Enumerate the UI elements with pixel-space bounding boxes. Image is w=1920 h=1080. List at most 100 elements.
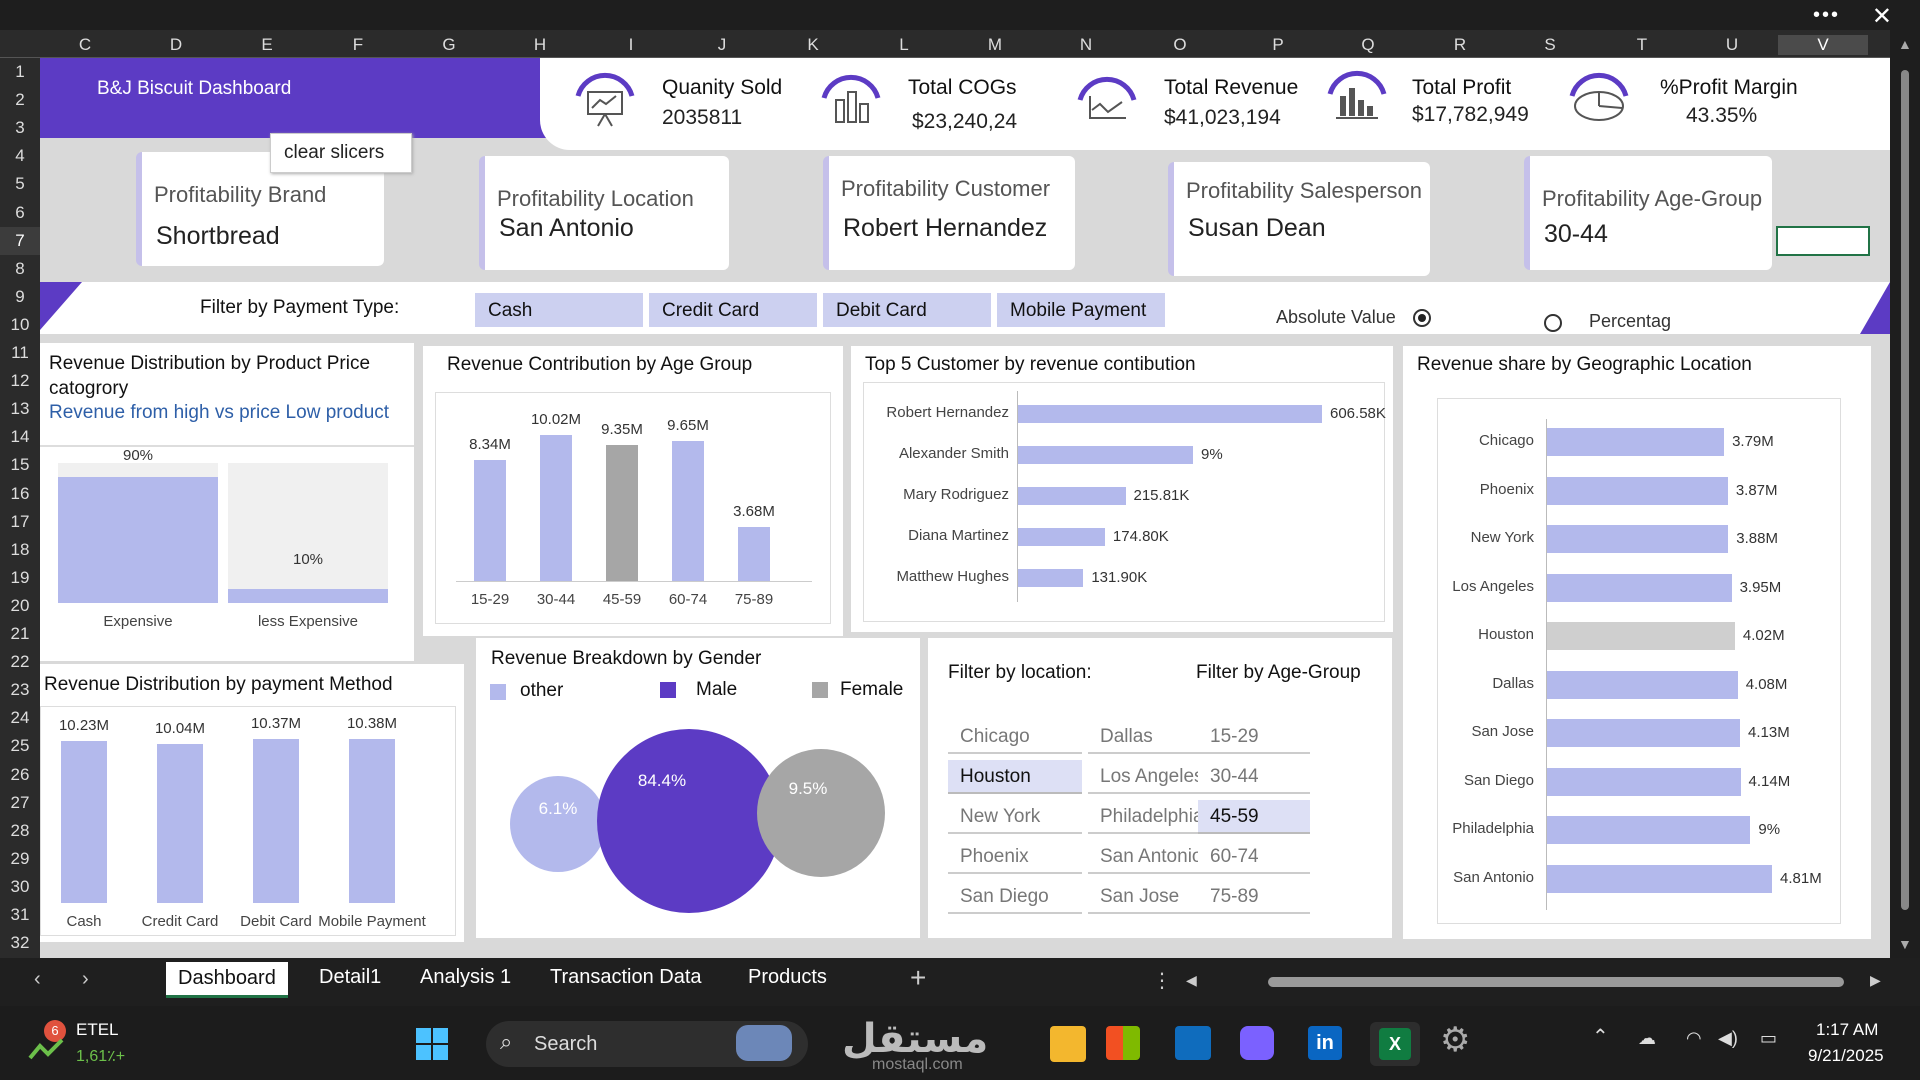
row-header[interactable]: 13 [10, 399, 30, 419]
volume-icon[interactable]: ◀) [1718, 1028, 1738, 1048]
bar[interactable] [1546, 670, 1738, 699]
chevron-up-icon[interactable]: ⌃ [1592, 1026, 1609, 1048]
column-header[interactable]: M [987, 35, 1003, 54]
row-header[interactable]: 26 [10, 764, 30, 784]
bar[interactable] [157, 744, 203, 903]
store-icon[interactable] [1106, 1026, 1140, 1060]
row-header[interactable]: 3 [15, 118, 25, 138]
bar[interactable] [253, 739, 299, 903]
row-header[interactable]: 24 [10, 708, 30, 728]
row-header[interactable]: 1 [15, 62, 25, 81]
column-header[interactable]: V [1778, 35, 1868, 55]
horizontal-scroll-thumb[interactable] [1268, 977, 1844, 987]
bar[interactable] [1546, 573, 1732, 602]
bar[interactable] [540, 435, 572, 581]
column-header[interactable]: N [1079, 35, 1093, 54]
location-slicer-item[interactable]: Houston [948, 760, 1082, 794]
row-header[interactable]: 21 [10, 624, 30, 643]
row-header[interactable]: 31 [10, 905, 30, 924]
column-header[interactable]: D [169, 35, 183, 54]
payment-slicer-debit-card[interactable]: Debit Card [823, 293, 991, 327]
scroll-up-icon[interactable]: ▲ [1898, 36, 1912, 52]
payment-slicer-mobile[interactable]: Mobile Payment [997, 293, 1165, 327]
row-header[interactable]: 2 [15, 90, 25, 110]
row-header[interactable]: 15 [10, 455, 30, 475]
tab-analysis1[interactable]: Analysis 1 [420, 966, 512, 988]
column-header[interactable]: G [442, 35, 456, 54]
percentage-radio[interactable] [1544, 314, 1562, 332]
age-slicer-item[interactable]: 30-44 [1198, 760, 1310, 794]
bubble-female[interactable] [757, 749, 885, 877]
clock-time[interactable]: 1:17 AM [1816, 1020, 1879, 1039]
column-header[interactable]: J [717, 35, 727, 54]
row-header[interactable]: 22 [10, 652, 30, 672]
absolute-value-radio[interactable] [1413, 309, 1431, 327]
bar[interactable] [58, 477, 218, 603]
bar[interactable] [228, 589, 388, 603]
bar[interactable] [1546, 767, 1741, 796]
scroll-thumb[interactable] [1901, 70, 1909, 910]
row-header[interactable]: 11 [11, 343, 29, 362]
hscroll-left-icon[interactable]: ◀ [1186, 972, 1197, 988]
column-header[interactable]: U [1725, 35, 1739, 54]
age-slicer-item[interactable]: 60-74 [1198, 840, 1310, 874]
bar[interactable] [474, 459, 506, 581]
tab-transaction-data[interactable]: Transaction Data [550, 966, 702, 988]
bar[interactable] [1546, 816, 1751, 844]
clear-slicers-button[interactable]: clear slicers [270, 133, 412, 173]
file-explorer-icon[interactable] [1050, 1026, 1086, 1062]
row-header[interactable]: 16 [10, 483, 30, 503]
row-header[interactable]: 7 [0, 226, 40, 255]
age-slicer-item[interactable]: 15-29 [1198, 720, 1310, 754]
bar[interactable] [672, 440, 704, 581]
row-header[interactable]: 10 [10, 314, 30, 334]
prev-sheet-icon[interactable]: ‹ [34, 968, 41, 990]
row-header[interactable]: 30 [10, 876, 30, 896]
next-sheet-icon[interactable]: › [82, 968, 89, 990]
vertical-scrollbar[interactable]: ▲ ▼ [1890, 30, 1920, 960]
windows-start-icon[interactable] [414, 1026, 450, 1062]
row-header[interactable]: 19 [10, 567, 30, 587]
row-header[interactable]: 18 [10, 539, 30, 559]
row-header[interactable]: 8 [15, 258, 25, 278]
bar[interactable] [1546, 428, 1725, 456]
bubble-other[interactable] [510, 776, 606, 872]
active-cell[interactable] [1776, 226, 1870, 256]
age-slicer-item[interactable]: 75-89 [1198, 880, 1310, 914]
row-header[interactable]: 4 [15, 146, 25, 166]
row-header[interactable]: 25 [10, 736, 30, 756]
scroll-down-icon[interactable]: ▼ [1898, 936, 1912, 952]
bar[interactable] [1017, 528, 1105, 546]
more-icon[interactable]: ••• [1812, 4, 1840, 26]
row-header[interactable]: 32 [10, 933, 30, 953]
location-slicer-item[interactable]: Phoenix [948, 840, 1082, 874]
bar[interactable] [61, 741, 107, 903]
bar[interactable] [1546, 525, 1729, 553]
column-header[interactable]: F [352, 35, 364, 54]
column-header[interactable]: I [628, 35, 634, 54]
wifi-icon[interactable]: ◠ [1686, 1028, 1702, 1048]
row-header[interactable]: 5 [15, 174, 25, 194]
excel-taskbar-item[interactable]: X [1370, 1022, 1420, 1066]
column-header[interactable]: H [533, 35, 547, 54]
outlook-icon[interactable] [1175, 1026, 1211, 1060]
bubble-male[interactable] [597, 729, 781, 913]
sheet-options-icon[interactable]: ⋮ [1152, 970, 1172, 992]
location-slicer-item[interactable]: San Diego [948, 880, 1082, 914]
column-header[interactable]: K [807, 35, 819, 54]
tab-products[interactable]: Products [748, 966, 827, 988]
row-header[interactable]: 9 [15, 286, 25, 306]
bar[interactable] [1546, 476, 1728, 505]
location-slicer-item[interactable]: Chicago [948, 720, 1082, 754]
bar[interactable] [1017, 446, 1193, 464]
row-header[interactable]: 20 [10, 595, 30, 615]
bar[interactable] [1546, 622, 1735, 650]
linkedin-icon[interactable]: in [1308, 1026, 1342, 1060]
bar[interactable] [738, 527, 770, 581]
bar[interactable] [1017, 569, 1084, 587]
tab-dashboard[interactable]: Dashboard [166, 962, 288, 998]
tab-detail1[interactable]: Detail1 [319, 966, 382, 988]
row-header[interactable]: 27 [10, 792, 30, 812]
bar[interactable] [1546, 719, 1741, 747]
payment-slicer-cash[interactable]: Cash [475, 293, 643, 327]
